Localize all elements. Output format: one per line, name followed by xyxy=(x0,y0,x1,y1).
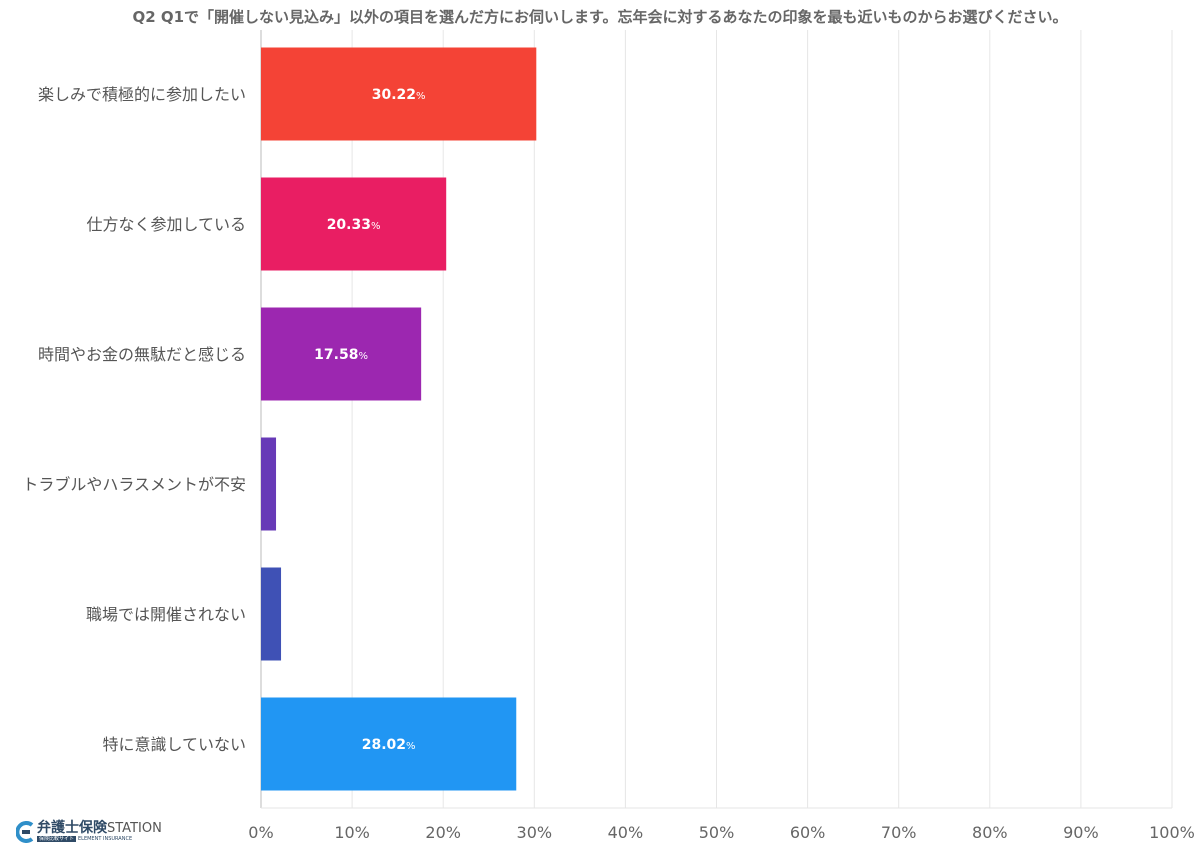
category-labels: 楽しみで積極的に参加したい仕方なく参加している時間やお金の無駄だと感じるトラブル… xyxy=(22,85,246,754)
data-label: 28.02% xyxy=(362,737,416,753)
bars xyxy=(261,47,537,791)
x-tick-label: 20% xyxy=(425,823,461,842)
data-labels: 30.22% 20.33% 17.58% 28.02% xyxy=(314,87,425,753)
bar xyxy=(261,307,422,401)
logo-text: 弁護士保険STATION xyxy=(37,820,162,836)
logo-subtext: 保険比較サイト ELEMENT INSURANCE xyxy=(37,836,133,842)
category-label: 時間やお金の無駄だと感じる xyxy=(38,345,246,364)
x-tick-label: 10% xyxy=(334,823,370,842)
x-tick-label: 100% xyxy=(1149,823,1195,842)
bar xyxy=(261,47,537,141)
x-tick-label: 50% xyxy=(699,823,735,842)
x-axis-ticks: 0% 10% 20% 30% 40% 50% 60% 70% 80% 90% 100% xyxy=(248,823,1195,842)
category-label: 仕方なく参加している xyxy=(86,215,246,234)
data-label: 20.33% xyxy=(327,217,381,233)
bar xyxy=(261,177,447,271)
x-tick-label: 0% xyxy=(248,823,273,842)
x-tick-label: 90% xyxy=(1063,823,1099,842)
brand-logo: 弁護士保険STATION 保険比較サイト ELEMENT INSURANCE xyxy=(15,818,162,846)
x-tick-label: 60% xyxy=(790,823,826,842)
x-tick-label: 80% xyxy=(972,823,1008,842)
bar xyxy=(261,437,277,531)
logo-mark-icon xyxy=(15,821,34,843)
category-label: トラブルやハラスメントが不安 xyxy=(22,475,246,494)
data-label: 30.22% xyxy=(372,87,426,103)
category-label: 特に意識していない xyxy=(102,735,246,754)
data-label: 17.58% xyxy=(314,347,368,363)
category-label: 職場では開催されない xyxy=(86,605,246,624)
x-tick-label: 30% xyxy=(517,823,553,842)
x-tick-label: 40% xyxy=(608,823,644,842)
category-label: 楽しみで積極的に参加したい xyxy=(38,85,246,104)
gridlines xyxy=(260,30,1173,809)
bar xyxy=(261,567,282,661)
chart-title: Q2 Q1で「開催しない見込み」以外の項目を選んだ方にお伺いします。忘年会に対す… xyxy=(132,8,1068,26)
bar xyxy=(261,697,517,791)
x-tick-label: 70% xyxy=(881,823,917,842)
